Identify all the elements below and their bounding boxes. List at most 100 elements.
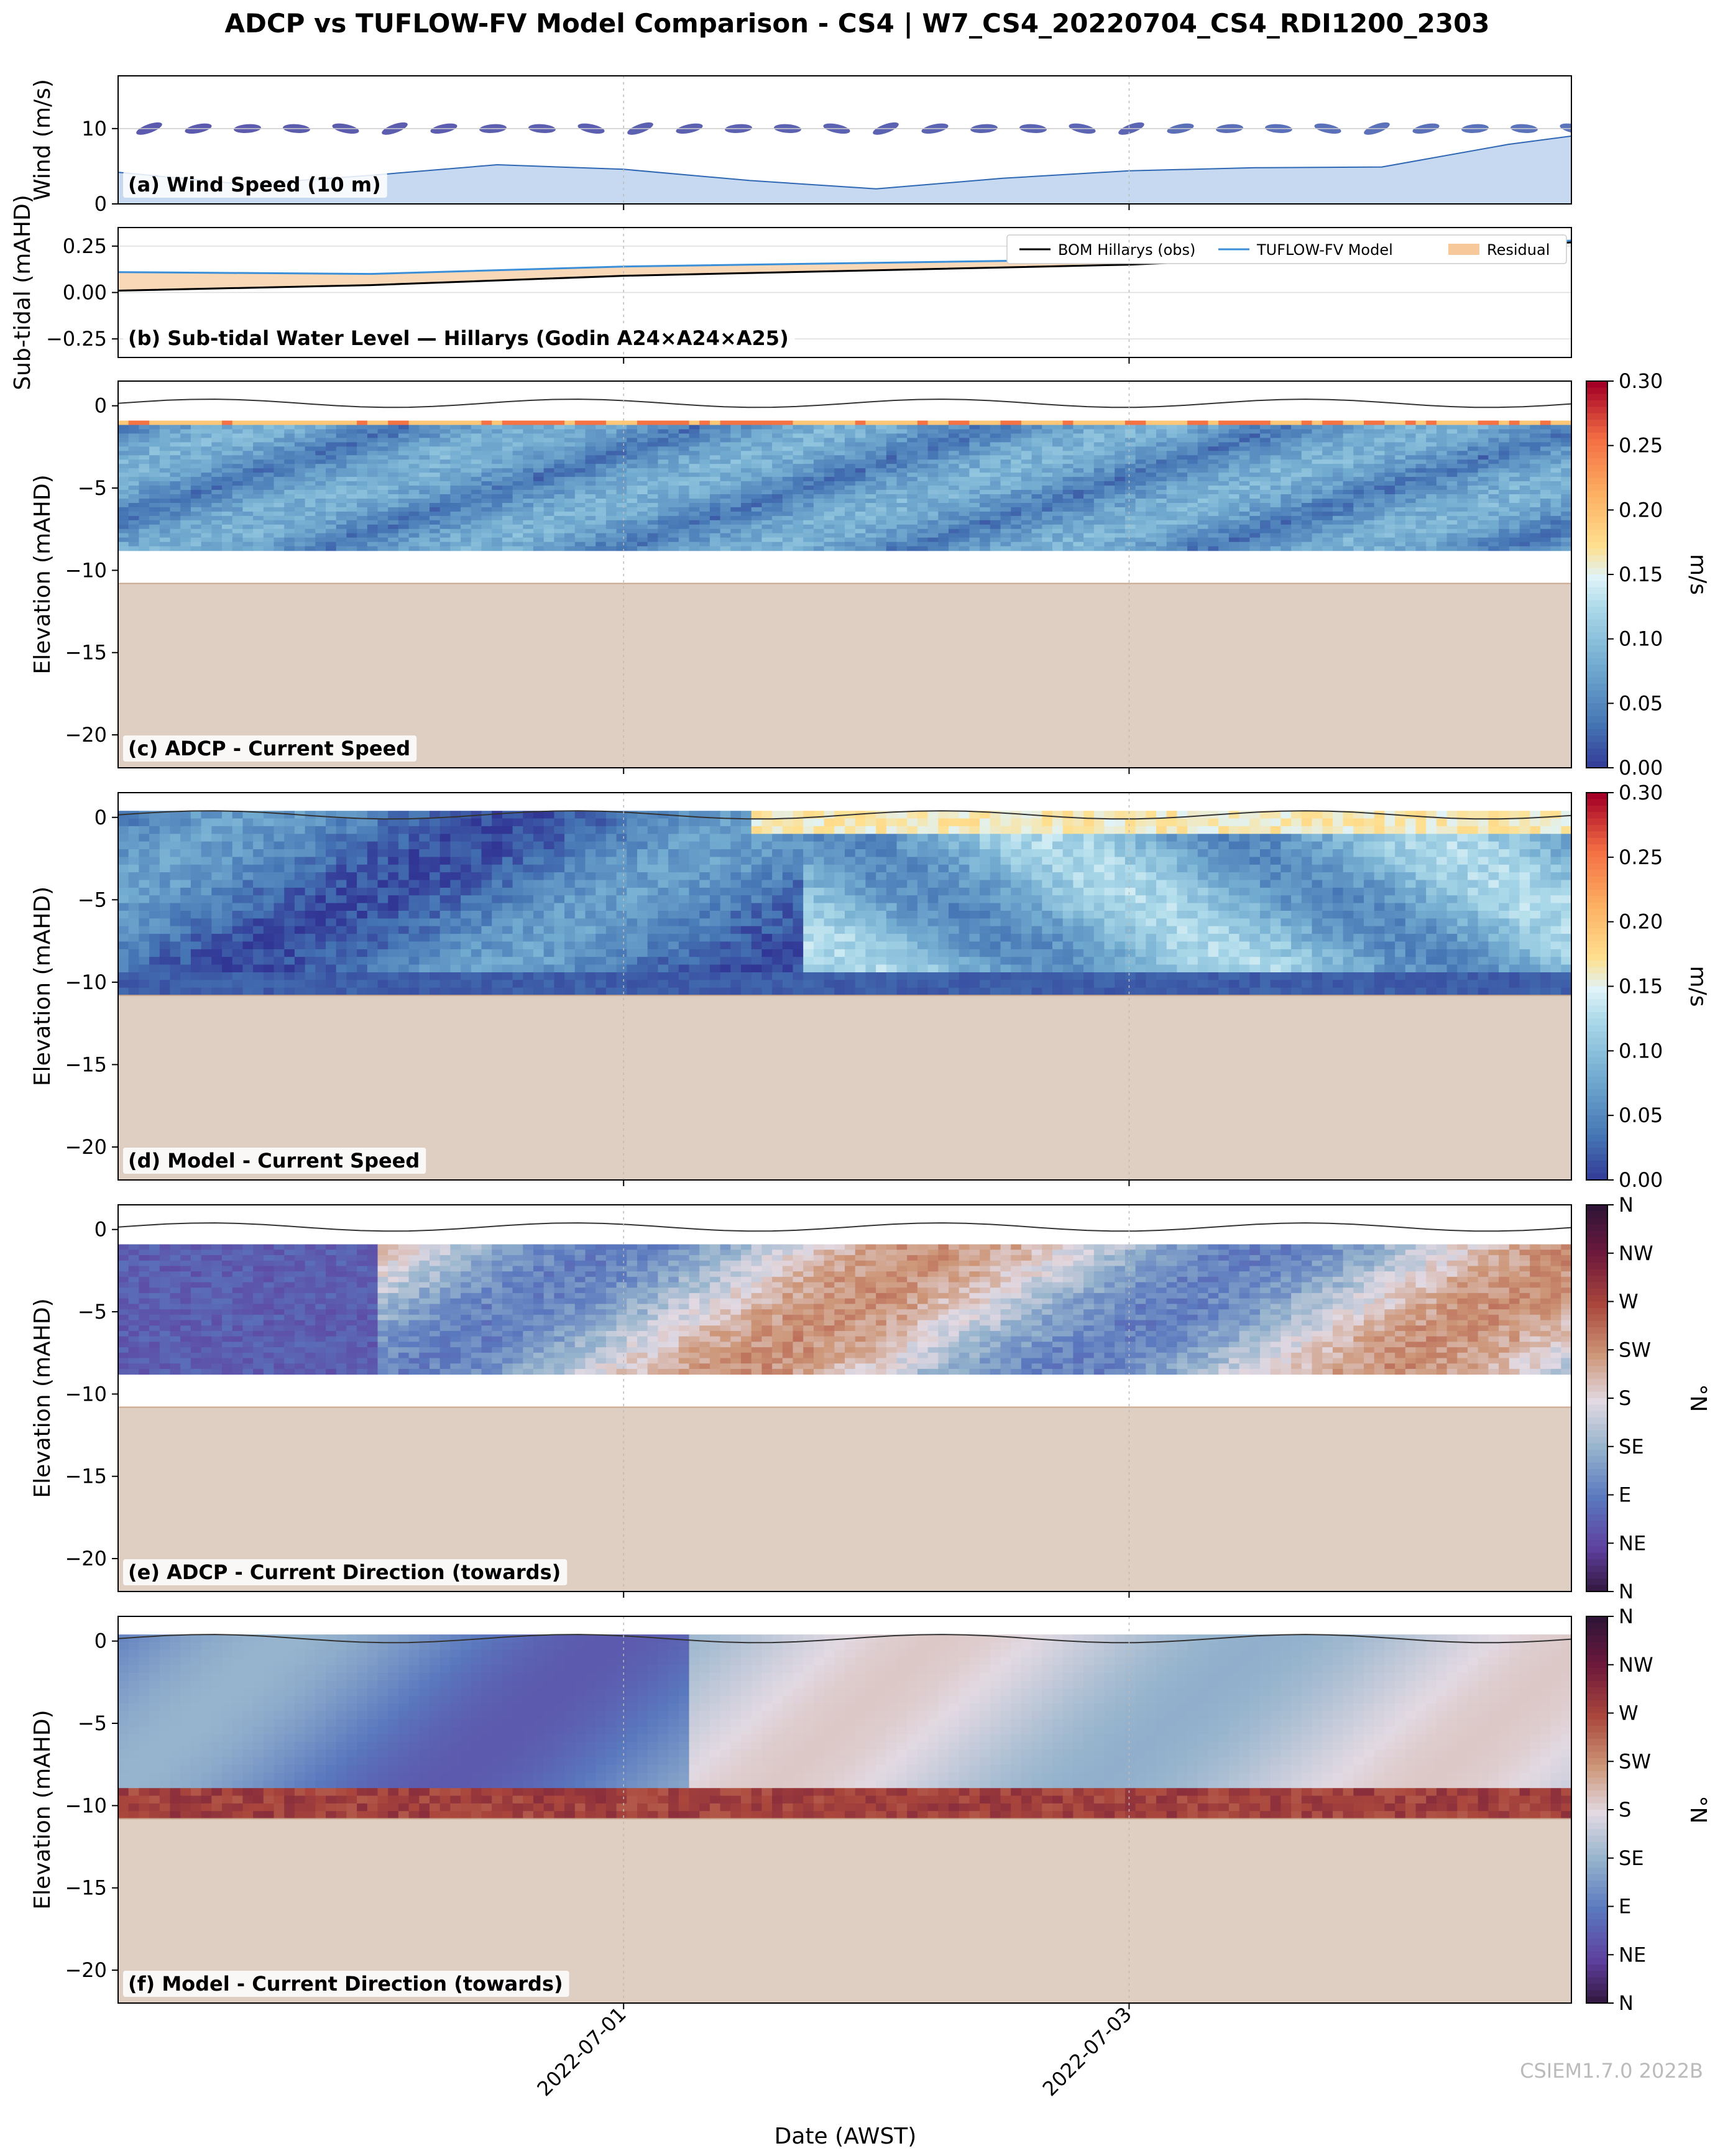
heatmap-cell bbox=[1395, 499, 1406, 504]
heatmap-cell bbox=[1353, 429, 1364, 435]
heatmap-cell bbox=[865, 541, 876, 547]
heatmap-cell bbox=[834, 524, 845, 530]
heatmap-cell bbox=[450, 490, 461, 495]
heatmap-cell bbox=[927, 425, 939, 430]
heatmap-cell bbox=[824, 546, 835, 551]
heatmap-cell bbox=[793, 546, 804, 551]
heatmap-cell bbox=[1426, 477, 1437, 482]
heatmap-cell bbox=[1415, 494, 1427, 499]
heatmap-cell bbox=[1312, 515, 1323, 521]
heatmap-cell bbox=[720, 433, 731, 438]
heatmap-cell bbox=[637, 541, 648, 547]
heatmap-cell bbox=[284, 499, 295, 504]
heatmap-cell bbox=[969, 524, 980, 530]
heatmap-cell bbox=[1322, 451, 1333, 456]
heatmap-cell bbox=[980, 486, 991, 491]
heatmap-cell bbox=[149, 490, 160, 495]
heatmap-cell bbox=[1374, 528, 1385, 534]
heatmap-cell bbox=[346, 887, 357, 896]
heatmap-cell bbox=[232, 864, 243, 873]
heatmap-cell bbox=[357, 887, 368, 896]
heatmap-cell bbox=[803, 499, 814, 504]
heatmap-cell bbox=[388, 425, 399, 430]
heatmap-cell bbox=[917, 472, 929, 477]
heatmap-cell bbox=[1457, 433, 1468, 438]
heatmap-cell bbox=[876, 524, 887, 530]
heatmap-cell bbox=[367, 472, 379, 477]
heatmap-cell bbox=[305, 486, 316, 491]
heatmap-cell bbox=[1478, 537, 1489, 543]
heatmap-cell bbox=[1062, 429, 1074, 435]
heatmap-cell bbox=[512, 507, 523, 512]
heatmap-cell bbox=[242, 972, 254, 980]
heatmap-cell bbox=[149, 864, 160, 873]
heatmap-cell bbox=[709, 425, 721, 430]
heatmap-cell bbox=[772, 459, 783, 464]
heatmap-cell bbox=[180, 864, 191, 873]
heatmap-cell bbox=[782, 429, 794, 435]
heatmap-cell bbox=[834, 528, 845, 534]
heatmap-cell bbox=[1509, 442, 1520, 447]
heatmap-cell bbox=[253, 972, 264, 980]
heatmap-cell bbox=[907, 472, 918, 477]
heatmap-cell bbox=[949, 520, 960, 525]
heatmap-cell bbox=[294, 468, 306, 473]
heatmap-cell bbox=[845, 499, 856, 504]
heatmap-cell bbox=[1499, 541, 1510, 547]
heatmap-cell bbox=[772, 541, 783, 547]
heatmap-cell bbox=[1332, 481, 1344, 486]
heatmap-cell bbox=[1135, 420, 1146, 426]
heatmap-cell bbox=[782, 546, 794, 551]
heatmap-cell bbox=[461, 420, 472, 426]
heatmap-cell bbox=[128, 849, 139, 857]
heatmap-cell bbox=[1550, 472, 1561, 477]
heatmap-cell bbox=[647, 477, 658, 482]
heatmap-cell bbox=[1384, 511, 1395, 517]
heatmap-cell bbox=[1218, 420, 1230, 426]
heatmap-cell bbox=[408, 528, 420, 534]
heatmap-cell bbox=[377, 429, 389, 435]
heatmap-cell bbox=[461, 442, 472, 447]
heatmap-cell bbox=[1540, 425, 1552, 430]
heatmap-cell bbox=[1530, 515, 1541, 521]
heatmap-cell bbox=[980, 490, 991, 495]
heatmap-cell bbox=[1270, 537, 1281, 543]
heatmap-cell bbox=[1208, 481, 1219, 486]
heatmap-cell bbox=[1166, 420, 1177, 426]
heatmap-cell bbox=[1073, 541, 1084, 547]
heatmap-cell bbox=[377, 433, 389, 438]
heatmap-cell bbox=[492, 451, 503, 456]
heatmap-cell bbox=[232, 541, 243, 547]
heatmap-cell bbox=[1353, 486, 1364, 491]
heatmap-cell bbox=[263, 451, 275, 456]
heatmap-cell bbox=[605, 524, 617, 530]
heatmap-cell bbox=[398, 481, 410, 486]
heatmap-cell bbox=[1000, 451, 1011, 456]
heatmap-cell bbox=[1395, 420, 1406, 426]
heatmap-cell bbox=[1281, 511, 1292, 517]
heatmap-cell bbox=[699, 515, 710, 521]
heatmap-cell bbox=[190, 490, 202, 495]
heatmap-cell bbox=[761, 425, 773, 430]
heatmap-cell bbox=[492, 520, 503, 525]
heatmap-cell bbox=[564, 486, 576, 491]
heatmap-cell bbox=[450, 425, 461, 430]
heatmap-cell bbox=[1291, 490, 1302, 495]
heatmap-cell bbox=[439, 490, 451, 495]
heatmap-cell bbox=[907, 459, 918, 464]
heatmap-cell bbox=[274, 420, 285, 426]
heatmap-cell bbox=[543, 433, 554, 438]
heatmap-cell bbox=[1364, 468, 1375, 473]
heatmap-cell bbox=[201, 490, 212, 495]
heatmap-cell bbox=[326, 918, 337, 927]
heatmap-cell bbox=[211, 826, 223, 834]
heatmap-cell bbox=[512, 429, 523, 435]
heatmap-cell bbox=[222, 918, 233, 927]
heatmap-cell bbox=[741, 468, 752, 473]
heatmap-cell bbox=[201, 520, 212, 525]
heatmap-cell bbox=[190, 524, 202, 530]
heatmap-cell bbox=[1208, 499, 1219, 504]
heatmap-cell bbox=[1177, 429, 1188, 435]
heatmap-cell bbox=[502, 468, 513, 473]
heatmap-cell bbox=[689, 490, 700, 495]
